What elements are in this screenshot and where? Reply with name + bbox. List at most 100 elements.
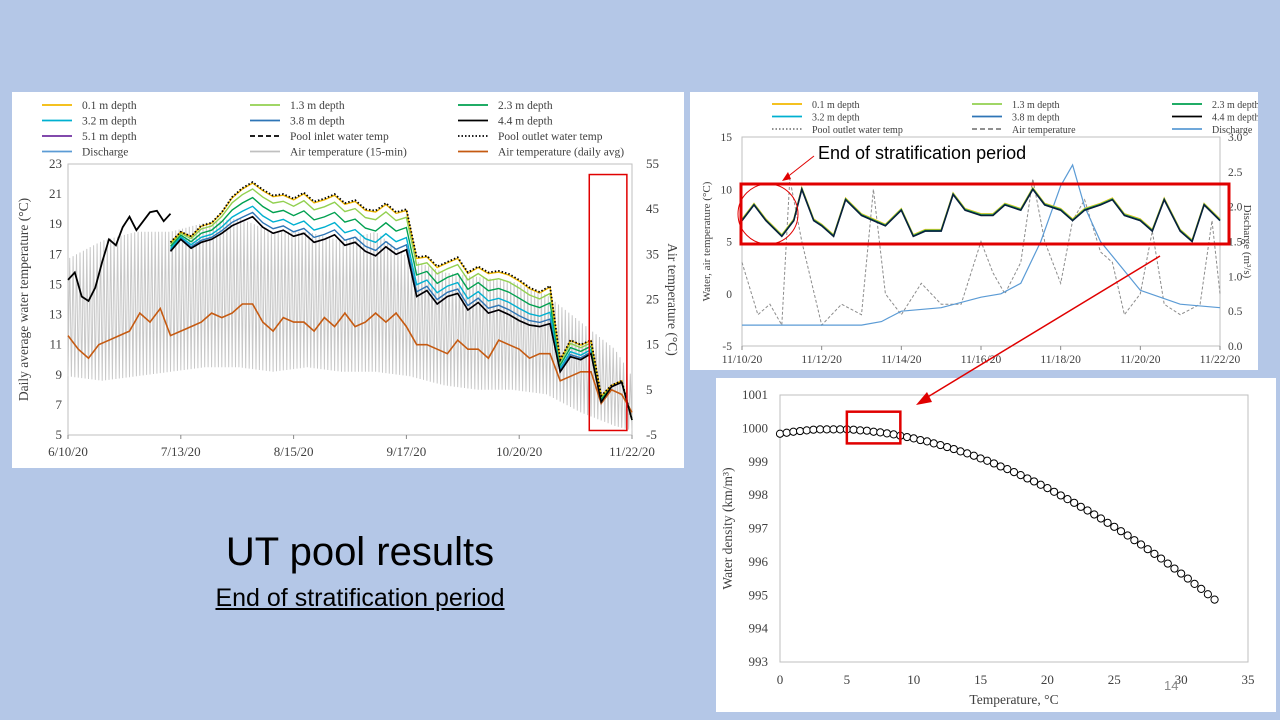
data-point — [1163, 559, 1172, 568]
y2-tick-label: 0.5 — [1228, 306, 1243, 318]
y2-tick-label: 45 — [646, 201, 659, 216]
data-point — [1123, 531, 1132, 540]
data-point — [889, 430, 898, 439]
callout-arrow — [785, 155, 815, 179]
y-tick-label: 17 — [49, 246, 63, 261]
data-point — [983, 456, 992, 465]
series-4-4m-depth — [741, 186, 1221, 243]
data-point — [862, 426, 872, 435]
data-point — [1096, 514, 1106, 523]
series-pool-inlet-temp — [67, 209, 172, 303]
series-air-temperature — [741, 178, 1221, 327]
data-point — [849, 425, 858, 434]
y2-tick-label: 1.5 — [1228, 237, 1243, 249]
y-tick-label: 9 — [56, 367, 63, 382]
data-point — [1056, 491, 1065, 500]
y-tick-label: 23 — [49, 156, 62, 171]
x-tick-label: 30 — [1175, 672, 1188, 687]
x-tick-label: 7/13/20 — [161, 444, 201, 459]
data-point — [996, 462, 1005, 471]
data-point — [1076, 502, 1085, 511]
data-point — [1016, 471, 1025, 480]
x-tick-label: 11/22/20 — [609, 444, 655, 459]
y-tick-label: 10 — [721, 184, 733, 196]
y-axis-label: Daily average water temperature (°C) — [16, 198, 31, 401]
data-point — [902, 432, 912, 442]
y2-tick-label: -5 — [646, 427, 657, 442]
data-point — [922, 437, 932, 446]
data-point — [1170, 564, 1179, 573]
stratification-highlight-box — [739, 182, 1231, 246]
x-axis-label: Temperature, °C — [969, 692, 1058, 707]
data-point — [1103, 518, 1112, 527]
x-tick-label: 35 — [1242, 672, 1255, 687]
y-tick-label: 994 — [749, 621, 769, 636]
slide-title: UT pool results — [225, 530, 495, 574]
x-tick-label: 11/16/20 — [961, 354, 1002, 366]
y-tick-label: 15 — [721, 132, 733, 144]
y2-tick-label: 35 — [646, 246, 659, 261]
slide-subtitle: End of stratification period — [215, 584, 505, 612]
legend-label: 4.4 m depth — [1212, 113, 1258, 124]
series-pool-outlet-temp — [169, 181, 633, 421]
legend-label: 1.3 m depth — [1012, 100, 1060, 111]
legend-label: 1.3 m depth — [290, 100, 345, 112]
data-point — [1143, 545, 1152, 554]
y2-tick-label: 55 — [646, 156, 659, 171]
callout-label: End of stratification period — [818, 143, 1026, 163]
data-point — [836, 425, 845, 434]
data-point — [795, 426, 805, 436]
data-point — [1210, 595, 1219, 604]
y-tick-label: 19 — [49, 216, 62, 231]
y2-tick-label: 15 — [646, 337, 659, 352]
data-point — [1136, 540, 1146, 549]
legend-label: Discharge — [1212, 125, 1253, 136]
data-point — [869, 427, 878, 436]
y2-axis-label: Air temperature (°C) — [665, 243, 680, 356]
y-tick-label: 7 — [56, 397, 63, 412]
stratification-highlight-circle — [737, 183, 799, 245]
x-tick-label: 5 — [844, 672, 851, 687]
data-point — [969, 451, 978, 460]
data-point — [1190, 579, 1199, 589]
y2-tick-label: 25 — [646, 292, 659, 307]
legend-label: 0.1 m depth — [82, 100, 137, 112]
data-point — [956, 447, 965, 456]
x-tick-label: 6/10/20 — [48, 444, 88, 459]
data-point — [882, 429, 892, 438]
series-depth-line — [169, 182, 633, 421]
series-air-temperature-daily-avg — [67, 303, 633, 413]
data-point — [963, 449, 972, 458]
y-tick-label: 1000 — [742, 420, 768, 435]
y-tick-label: 1001 — [742, 387, 768, 402]
x-tick-label: 11/10/20 — [722, 354, 763, 366]
data-point — [1183, 574, 1192, 583]
y-tick-label: 15 — [49, 276, 62, 291]
legend-label: Discharge — [82, 147, 128, 159]
data-point — [929, 439, 938, 448]
data-point — [1156, 554, 1166, 563]
stratification-chart: 0.1 m depth 1.3 m depth 2.3 m depth 3.2 m d… — [701, 100, 1258, 366]
legend-label: 3.8 m depth — [1012, 113, 1060, 124]
data-point — [1083, 506, 1092, 515]
legend-label: Pool outlet water temp — [812, 125, 903, 136]
series-4-4m-depth — [169, 215, 633, 421]
y2-tick-label: 2.0 — [1228, 202, 1243, 214]
density-highlight-box — [845, 410, 902, 445]
legend-label: Air temperature (15-min) — [290, 147, 407, 159]
data-point — [1029, 477, 1039, 486]
data-point — [943, 442, 952, 452]
legend-label: 4.4 m depth — [498, 116, 553, 128]
data-point — [789, 427, 798, 436]
data-point — [1130, 536, 1139, 545]
x-tick-label: 10 — [907, 672, 920, 687]
y2-axis-label: Discharge (m³/s) — [1241, 205, 1253, 279]
x-tick-label: 10/20/20 — [496, 444, 542, 459]
y-axis-label: Water, air temperature (°C) — [701, 181, 713, 301]
stratification-highlight-box — [588, 173, 628, 432]
data-point — [822, 425, 831, 434]
x-tick-label: 20 — [1041, 672, 1054, 687]
x-tick-label: 15 — [974, 672, 987, 687]
data-point — [909, 434, 918, 443]
season-temperature-chart: 0.1 m depth 1.3 m depth 2.3 m depth 3.2 m d… — [16, 100, 680, 459]
